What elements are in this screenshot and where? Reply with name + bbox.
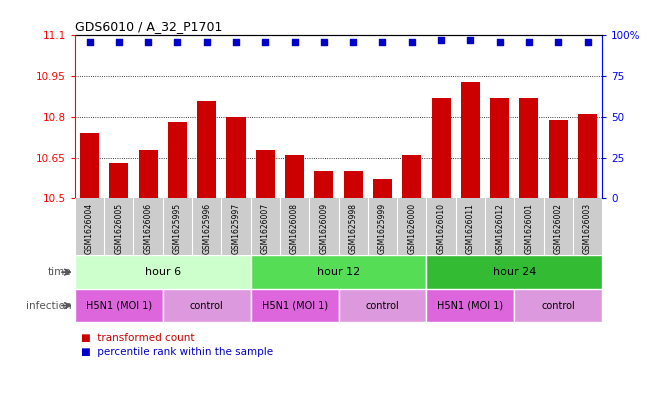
Text: GSM1626006: GSM1626006 <box>144 203 152 254</box>
Text: GSM1626003: GSM1626003 <box>583 203 592 254</box>
Text: GSM1625999: GSM1625999 <box>378 203 387 254</box>
Bar <box>139 150 158 198</box>
Text: GSM1626005: GSM1626005 <box>115 203 123 254</box>
Bar <box>461 82 480 198</box>
Bar <box>344 171 363 198</box>
Point <box>348 39 358 45</box>
Text: ■  transformed count: ■ transformed count <box>81 333 195 343</box>
Text: hour 12: hour 12 <box>317 267 360 277</box>
Bar <box>426 255 602 289</box>
Point <box>260 39 271 45</box>
Text: H5N1 (MOI 1): H5N1 (MOI 1) <box>437 301 503 310</box>
Text: GSM1625997: GSM1625997 <box>232 203 240 254</box>
Text: GSM1626011: GSM1626011 <box>466 203 475 254</box>
Point <box>495 39 505 45</box>
Point <box>553 39 564 45</box>
Bar <box>314 171 333 198</box>
Point <box>436 37 447 43</box>
Bar <box>163 289 251 322</box>
Text: GSM1626008: GSM1626008 <box>290 203 299 254</box>
Text: GSM1626004: GSM1626004 <box>85 203 94 254</box>
Bar <box>402 155 421 198</box>
Text: hour 24: hour 24 <box>493 267 536 277</box>
Text: ■  percentile rank within the sample: ■ percentile rank within the sample <box>81 347 273 357</box>
Text: control: control <box>542 301 575 310</box>
Text: control: control <box>366 301 399 310</box>
Bar <box>168 122 187 198</box>
Text: control: control <box>190 301 223 310</box>
Text: GDS6010 / A_32_P1701: GDS6010 / A_32_P1701 <box>75 20 222 33</box>
Bar <box>519 98 538 198</box>
Point <box>378 39 388 45</box>
Text: GSM1626009: GSM1626009 <box>320 203 328 254</box>
Point <box>202 39 212 45</box>
Bar <box>251 289 339 322</box>
Bar <box>514 289 602 322</box>
Text: H5N1 (MOI 1): H5N1 (MOI 1) <box>262 301 327 310</box>
Text: GSM1626012: GSM1626012 <box>495 203 504 254</box>
Bar <box>490 98 509 198</box>
Bar <box>227 117 245 198</box>
Bar <box>80 133 99 198</box>
Point <box>465 37 476 43</box>
Text: GSM1626000: GSM1626000 <box>408 203 416 254</box>
Point <box>406 39 417 45</box>
Bar <box>373 180 392 198</box>
Point <box>523 39 534 45</box>
Bar <box>339 289 426 322</box>
Text: GSM1626010: GSM1626010 <box>437 203 445 254</box>
Bar <box>197 101 216 198</box>
Bar <box>75 289 163 322</box>
Point <box>143 39 154 45</box>
Point <box>231 39 242 45</box>
Bar <box>285 155 304 198</box>
Text: time: time <box>48 267 72 277</box>
Bar <box>426 289 514 322</box>
Point <box>319 39 329 45</box>
Bar <box>256 150 275 198</box>
Text: hour 6: hour 6 <box>145 267 181 277</box>
Bar <box>251 255 426 289</box>
Text: GSM1625996: GSM1625996 <box>202 203 211 254</box>
Bar <box>109 163 128 198</box>
Text: GSM1625995: GSM1625995 <box>173 203 182 254</box>
Bar <box>75 255 251 289</box>
Bar <box>578 114 597 198</box>
Text: GSM1626002: GSM1626002 <box>554 203 562 254</box>
Point <box>85 39 95 45</box>
Text: infection: infection <box>26 301 72 310</box>
Point <box>583 39 593 45</box>
Text: GSM1626001: GSM1626001 <box>525 203 533 254</box>
Bar <box>432 98 450 198</box>
Text: GSM1626007: GSM1626007 <box>261 203 270 254</box>
Point <box>289 39 299 45</box>
Bar <box>549 119 568 198</box>
Text: GSM1625998: GSM1625998 <box>349 203 357 254</box>
Point <box>173 39 183 45</box>
Text: H5N1 (MOI 1): H5N1 (MOI 1) <box>86 301 152 310</box>
Point <box>114 39 124 45</box>
